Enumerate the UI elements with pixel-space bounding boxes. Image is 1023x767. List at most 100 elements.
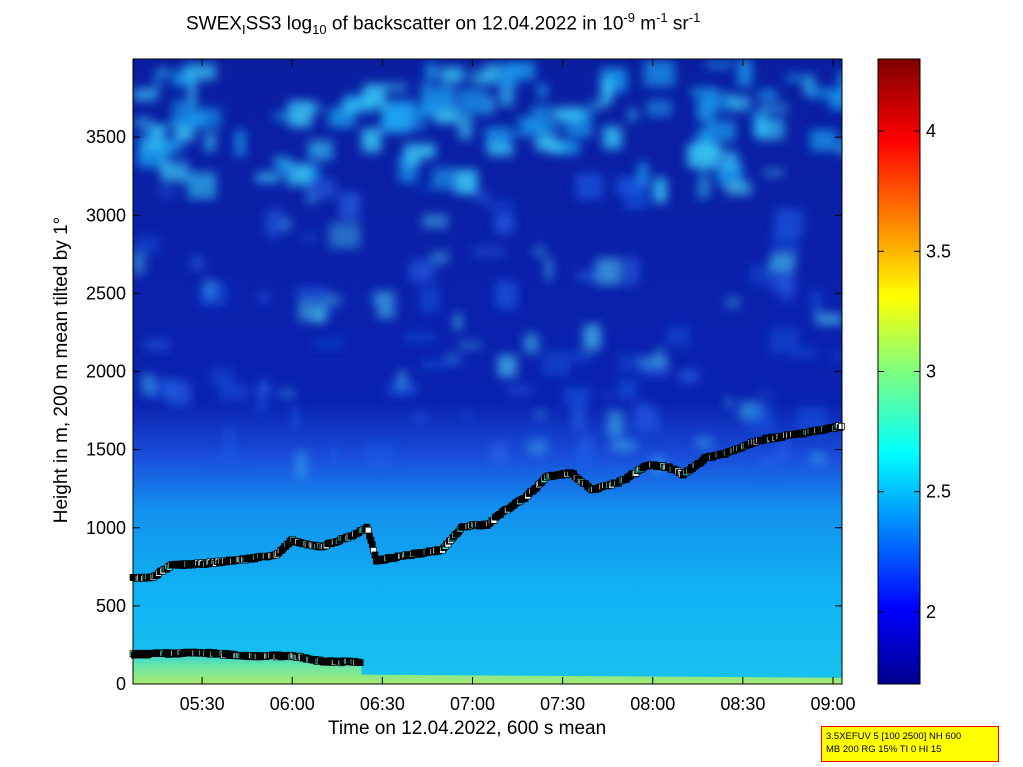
backscatter-patch (785, 74, 803, 82)
backscatter-patch (572, 404, 585, 431)
x-tick-label: 07:30 (540, 694, 585, 714)
backscatter-patch (214, 454, 242, 465)
backscatter-patch (528, 443, 547, 454)
backscatter-patch (583, 324, 601, 350)
backscatter-patch (705, 120, 736, 142)
backscatter-patch (235, 130, 245, 157)
backscatter-patch (184, 63, 217, 81)
backscatter-patch (810, 453, 826, 464)
backscatter-patch (265, 208, 284, 234)
backscatter-patch (725, 297, 741, 308)
x-tick-label: 08:30 (720, 694, 765, 714)
x-tick-label: 05:30 (180, 694, 225, 714)
backscatter-patch (737, 59, 753, 87)
y-tick-label: 3500 (86, 127, 126, 147)
backscatter-patch (291, 407, 299, 429)
x-tick-label: 08:00 (630, 694, 675, 714)
backscatter-patch (143, 139, 175, 150)
backscatter-patch (749, 265, 773, 285)
backscatter-patch (449, 357, 463, 366)
chart-title: SWEXISS3 log10 of backscatter on 12.04.2… (186, 10, 701, 38)
backscatter-patch (204, 132, 216, 152)
backscatter-patch (441, 67, 464, 83)
backscatter-patch (419, 82, 433, 111)
backscatter-patch (679, 369, 702, 376)
backscatter-patch (811, 87, 834, 100)
backscatter-patch (169, 119, 190, 129)
backscatter-patch (758, 89, 778, 101)
backscatter-patch (464, 409, 472, 421)
backscatter-patch (409, 260, 434, 282)
backscatter-patch (154, 126, 164, 140)
backscatter-patch (458, 115, 473, 140)
x-tick-label: 09:00 (810, 694, 855, 714)
backscatter-patch (425, 63, 438, 81)
backscatter-patch (563, 387, 591, 405)
backscatter-patch (329, 443, 338, 466)
backscatter-patch (531, 105, 552, 128)
backscatter-patch (141, 373, 154, 395)
backscatter-patch (307, 195, 317, 203)
backscatter-patch (524, 333, 539, 354)
backscatter-patch (160, 139, 183, 155)
backscatter-patch (537, 84, 547, 98)
backscatter-patch (695, 437, 713, 448)
backscatter-patch (655, 348, 664, 363)
backscatter-patch (278, 389, 296, 397)
backscatter-patch (454, 313, 462, 331)
backscatter-patch (666, 326, 691, 347)
backscatter-patch (273, 112, 291, 120)
backscatter-patch (725, 181, 752, 195)
colorbar (877, 58, 921, 685)
backscatter-patch (646, 99, 672, 117)
x-tick-label: 06:00 (270, 694, 315, 714)
backscatter-patch (722, 151, 738, 170)
x-tick-label: 06:30 (360, 694, 405, 714)
backscatter-patch (578, 271, 600, 282)
backscatter-patch (637, 162, 649, 188)
backscatter-patch (602, 126, 622, 150)
backscatter-patch (499, 63, 516, 88)
backscatter-patch (485, 127, 511, 148)
backscatter-patch (472, 246, 505, 258)
backscatter-patch (159, 68, 169, 77)
backscatter-patch (324, 294, 342, 305)
backscatter-patch (760, 389, 774, 396)
backscatter-patch (458, 341, 482, 349)
layer-marker (364, 526, 372, 534)
backscatter-patch (431, 251, 449, 265)
backscatter-patch (458, 89, 488, 115)
backscatter-patch (190, 256, 204, 270)
backscatter-patch (218, 382, 248, 402)
backscatter-patch (146, 125, 168, 133)
backscatter-patch (421, 360, 449, 369)
y-axis-label: Height in m, 200 m mean tilted by 1° (51, 216, 72, 524)
backscatter-patch (313, 310, 326, 323)
backscatter-patch (484, 63, 502, 83)
backscatter-patch (607, 410, 624, 437)
backscatter-patch (361, 128, 382, 153)
backscatter-patch (160, 162, 189, 182)
backscatter-patch (387, 383, 418, 395)
backscatter-patch (455, 169, 478, 195)
heatmap-field (133, 59, 842, 684)
backscatter-patch (534, 410, 546, 418)
backscatter-patch (328, 304, 335, 313)
backscatter-patch (370, 291, 382, 305)
backscatter-patch (404, 143, 436, 159)
backscatter-patch (134, 236, 160, 253)
backscatter-patch (432, 167, 455, 190)
backscatter-patch (144, 340, 170, 350)
backscatter-patch (495, 281, 518, 309)
backscatter-patch (553, 106, 585, 121)
colorbar-tick-label: 2 (926, 602, 936, 622)
backscatter-patch (405, 158, 421, 167)
backscatter-patch (780, 436, 787, 463)
backscatter-patch (699, 165, 709, 177)
backscatter-patch (643, 60, 675, 87)
backscatter-patch (769, 254, 795, 271)
backscatter-patch (440, 84, 450, 101)
backscatter-patch (258, 292, 270, 302)
backscatter-patch (706, 60, 733, 69)
